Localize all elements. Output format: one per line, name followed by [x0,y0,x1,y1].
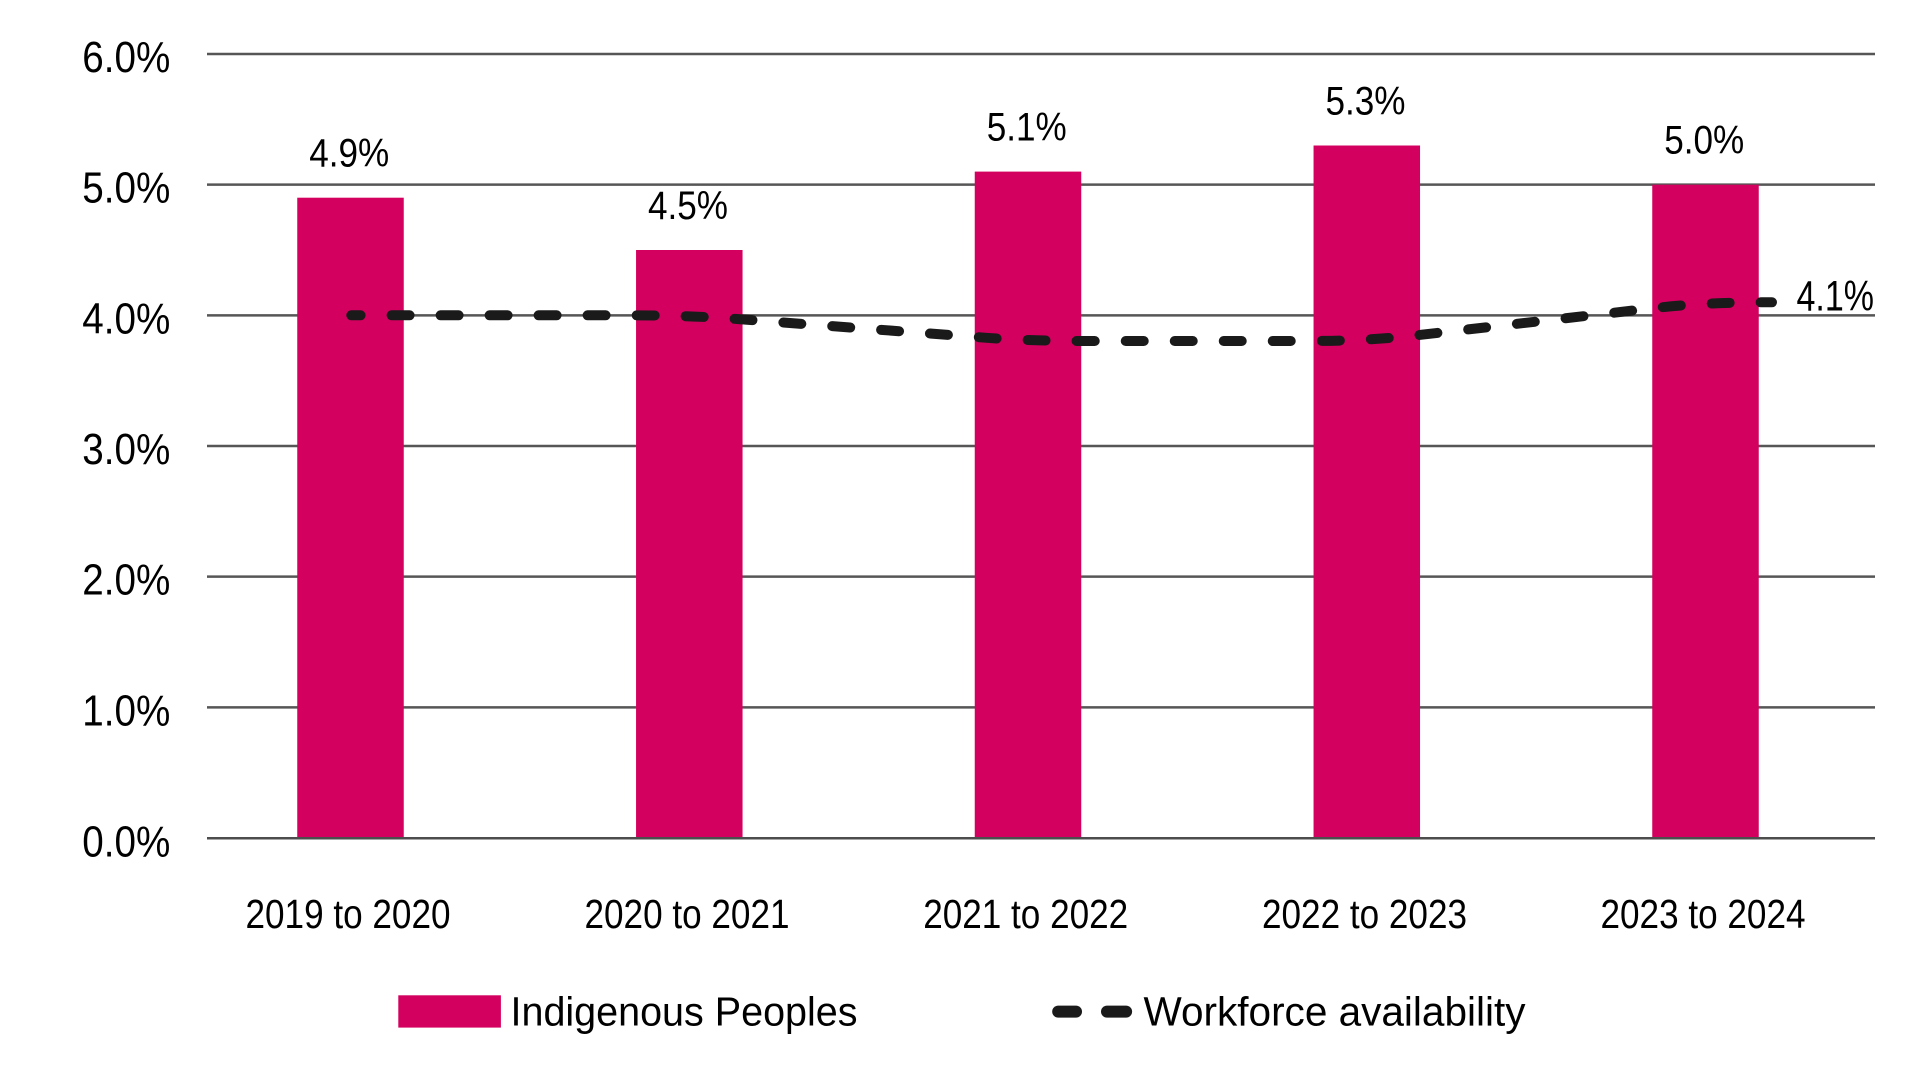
svg-text:5.3%: 5.3% [1326,80,1406,124]
svg-text:5.0%: 5.0% [82,164,170,213]
svg-text:2.0%: 2.0% [82,556,170,605]
svg-text:6.0%: 6.0% [82,33,170,82]
svg-text:3.0%: 3.0% [82,425,170,474]
svg-text:2020 to 2021: 2020 to 2021 [585,891,790,937]
svg-text:2019 to 2020: 2019 to 2020 [246,891,451,937]
svg-text:Indigenous Peoples: Indigenous Peoples [511,989,858,1035]
svg-text:4.0%: 4.0% [82,294,170,343]
svg-text:2021 to 2022: 2021 to 2022 [923,891,1128,937]
svg-text:Workforce availability: Workforce availability [1144,989,1526,1035]
svg-text:4.1%: 4.1% [1797,272,1875,320]
svg-text:4.9%: 4.9% [309,132,389,176]
svg-text:2023 to 2024: 2023 to 2024 [1601,891,1806,937]
svg-text:5.1%: 5.1% [987,106,1067,150]
svg-text:5.0%: 5.0% [1664,119,1744,163]
svg-text:4.5%: 4.5% [648,184,728,228]
svg-text:0.0%: 0.0% [82,818,170,867]
svg-text:1.0%: 1.0% [82,686,170,735]
svg-text:2022 to 2023: 2022 to 2023 [1262,891,1467,937]
